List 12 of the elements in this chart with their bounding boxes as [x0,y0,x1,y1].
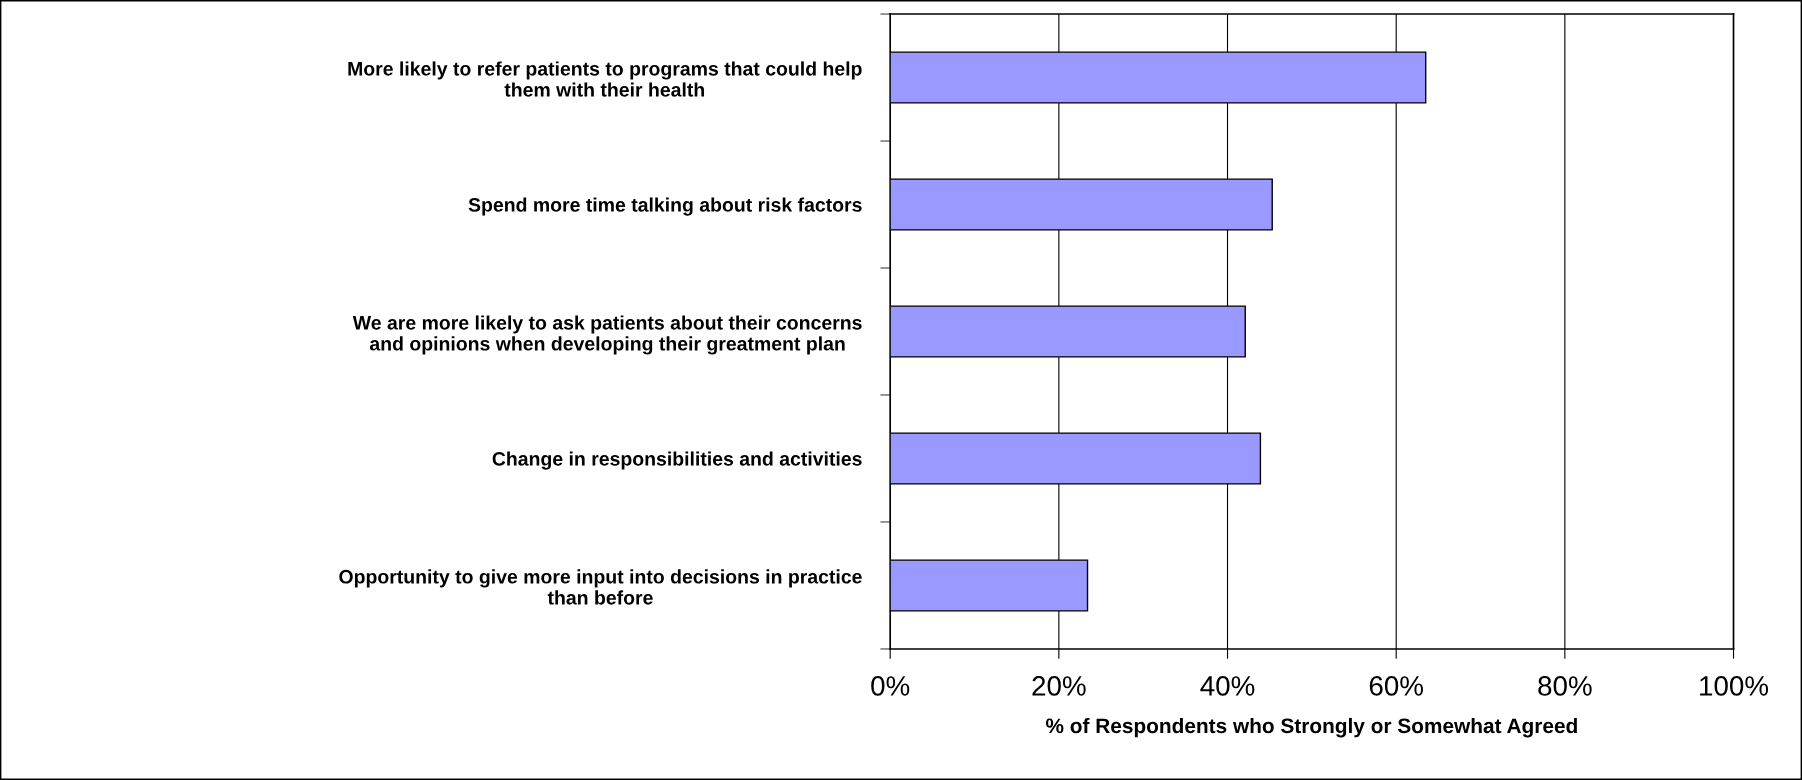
y-tick-label: We are more likely to ask patients about their concerns and opinions when developing their greatment plan [352,315,862,355]
x-tick-label: 0% [871,676,910,696]
x-tick-label: 20% [1032,676,1086,696]
y-tick-label: More likely to refer patients to programs that could help them with their health [348,61,862,97]
x-tick-label: 100% [1700,676,1769,696]
x-tick-label: 40% [1200,676,1255,696]
y-tick-label: Change in responsibilities and activities [492,451,862,470]
y-tick-label: Opportunity to give more input into decisions in practice than before [339,569,862,605]
x-tick-label: 80% [1538,676,1592,696]
y-tick-label: Spend more time talking about risk factors [468,197,862,216]
x-tick-label: 60% [1369,676,1423,696]
x-axis-title: % of Respondents who Strongly or Somewhat Agreed [1045,717,1577,738]
